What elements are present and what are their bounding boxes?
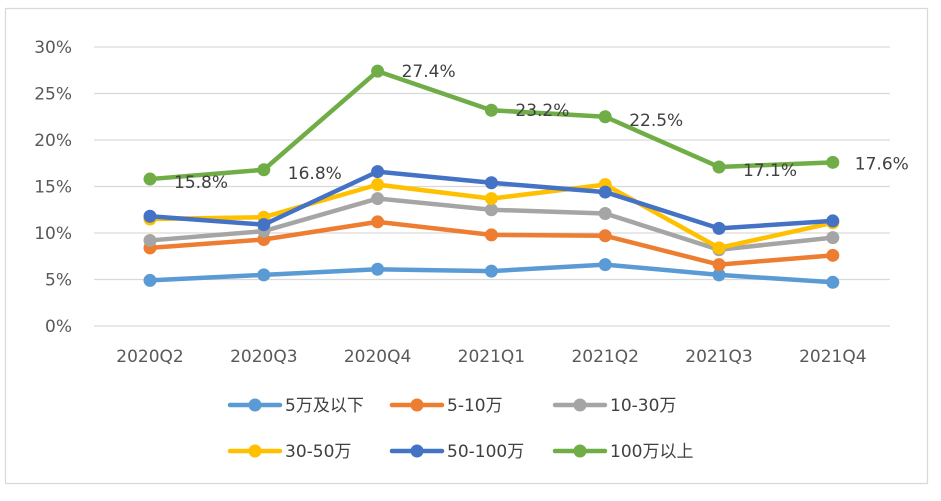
legend-item: 30-50万 [227, 442, 351, 462]
y-tick-label: 5% [45, 271, 72, 291]
data-label: 17.1% [743, 161, 797, 181]
data-point [257, 163, 271, 177]
data-point [484, 203, 498, 217]
data-point [826, 275, 840, 289]
y-tick-label: 15% [34, 178, 72, 198]
data-point [826, 155, 840, 169]
legend-marker [410, 398, 424, 412]
data-label: 27.4% [402, 62, 456, 82]
data-point [143, 172, 157, 186]
y-tick-label: 25% [34, 85, 72, 105]
data-point [257, 218, 271, 232]
legend-label: 5万及以下 [285, 396, 364, 416]
data-point [484, 228, 498, 242]
data-point [371, 192, 385, 206]
data-point [371, 64, 385, 78]
data-point [484, 176, 498, 190]
x-tick-label: 2021Q4 [799, 347, 866, 367]
y-tick-label: 0% [45, 317, 72, 337]
data-label: 17.6% [855, 154, 909, 174]
legend-label: 50-100万 [447, 442, 524, 462]
legend-item: 100万以上 [552, 442, 693, 462]
legend-label: 100万以上 [610, 442, 693, 462]
legend-item: 50-100万 [389, 442, 524, 462]
data-point [712, 221, 726, 235]
legend-marker [573, 398, 587, 412]
data-point [712, 160, 726, 174]
x-tick-label: 2021Q1 [458, 347, 525, 367]
series-4 [143, 165, 840, 235]
legend-marker [410, 444, 424, 458]
x-tick-label: 2021Q3 [685, 347, 752, 367]
data-point [371, 262, 385, 276]
series-5 [143, 64, 840, 186]
data-label: 23.2% [515, 101, 569, 121]
data-label: 16.8% [288, 164, 342, 184]
x-tick-label: 2021Q2 [571, 347, 638, 367]
legend-item: 10-30万 [552, 396, 676, 416]
x-tick-label: 2020Q4 [344, 347, 411, 367]
data-point [598, 110, 612, 124]
x-tick-label: 2020Q2 [116, 347, 183, 367]
data-point [371, 215, 385, 229]
x-tick-label: 2020Q3 [230, 347, 297, 367]
chart-border [4, 7, 929, 485]
y-tick-label: 10% [34, 224, 72, 244]
y-tick-label: 30% [34, 38, 72, 58]
data-point [484, 103, 498, 117]
data-point [712, 268, 726, 282]
data-point [143, 273, 157, 287]
legend-marker [248, 398, 262, 412]
data-point [598, 229, 612, 243]
data-point [598, 185, 612, 199]
data-point [712, 258, 726, 272]
legend-label: 10-30万 [610, 396, 676, 416]
data-point [257, 268, 271, 282]
data-point [598, 206, 612, 220]
data-point [484, 264, 498, 278]
data-point [826, 248, 840, 262]
series-line [147, 68, 836, 182]
data-point [484, 192, 498, 206]
series-0 [143, 258, 840, 289]
data-label: 22.5% [629, 111, 683, 131]
data-point [371, 165, 385, 179]
y-tick-label: 20% [34, 131, 72, 151]
legend-marker [248, 444, 262, 458]
data-point [826, 231, 840, 245]
data-point [598, 258, 612, 272]
legend-label: 5-10万 [447, 396, 503, 416]
legend-marker [573, 444, 587, 458]
data-point [826, 214, 840, 228]
series-3 [143, 178, 840, 255]
legend-label: 30-50万 [285, 442, 351, 462]
data-point [143, 233, 157, 247]
data-point [371, 178, 385, 192]
legend-item: 5-10万 [389, 396, 503, 416]
data-label: 15.8% [174, 173, 228, 193]
data-point [143, 209, 157, 223]
legend-item: 5万及以下 [227, 396, 364, 416]
data-point [712, 241, 726, 255]
